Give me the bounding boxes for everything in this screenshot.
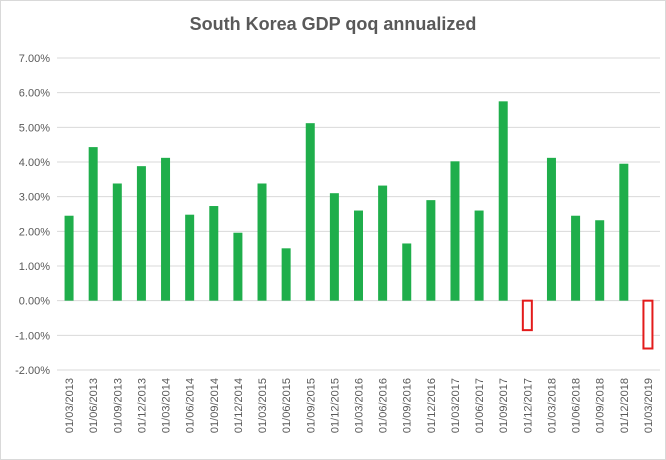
bar [233, 232, 243, 301]
bar [546, 157, 556, 301]
bar [209, 206, 219, 301]
x-tick-label: 01/06/2016 [378, 378, 390, 433]
bar [402, 243, 412, 301]
bar [305, 123, 315, 301]
x-tick-label: 01/03/2017 [450, 378, 462, 433]
bar [474, 210, 484, 301]
x-tick-label: 01/09/2013 [112, 378, 124, 433]
x-tick-label: 01/06/2013 [88, 378, 100, 433]
bars [64, 101, 654, 350]
x-tick-label: 01/03/2014 [161, 378, 173, 433]
bar [498, 101, 508, 301]
x-tick-label: 01/03/2019 [643, 378, 655, 433]
x-tick-label: 01/12/2016 [426, 378, 438, 433]
bar [88, 147, 98, 301]
x-tick-label: 01/03/2015 [257, 378, 269, 433]
bar [595, 220, 605, 301]
bar [136, 166, 146, 301]
x-tick-label: 01/12/2017 [522, 378, 534, 433]
bar [354, 210, 363, 301]
x-tick-label: 01/06/2015 [281, 378, 293, 433]
bar [329, 193, 339, 301]
bar [112, 183, 122, 301]
x-tick-label: 01/03/2018 [546, 378, 558, 433]
x-tick-label: 01/06/2018 [571, 378, 583, 433]
y-tick-label: 6.00% [19, 88, 50, 100]
y-axis-tick-labels: -2.00% -1.00% 0.00% 1.00% 2.00% 3.00% 4.00% 5.0… [15, 53, 50, 377]
bar [185, 214, 195, 301]
y-tick-label: -1.00% [15, 330, 50, 342]
x-tick-label: 01/03/2013 [64, 378, 76, 433]
bar [642, 299, 654, 350]
y-tick-label: -2.00% [15, 365, 50, 377]
x-tick-label: 01/06/2017 [474, 378, 486, 433]
bar [281, 248, 291, 301]
y-tick-label: 0.00% [19, 296, 50, 308]
bar [450, 161, 460, 301]
bar [257, 183, 267, 301]
bar [64, 215, 74, 301]
x-axis-tick-labels: 01/03/2013 01/06/2013 01/09/2013 01/12/2013… [64, 378, 655, 433]
y-tick-label: 1.00% [19, 261, 50, 273]
y-tick-label: 7.00% [19, 53, 50, 65]
x-tick-label: 01/12/2014 [233, 378, 245, 433]
x-tick-label: 01/09/2018 [595, 378, 607, 433]
x-tick-label: 01/03/2016 [354, 378, 366, 433]
bar [161, 157, 171, 301]
x-tick-label: 01/09/2015 [305, 378, 317, 433]
bar [426, 200, 436, 301]
x-tick-label: 01/09/2017 [498, 378, 510, 433]
y-tick-label: 5.00% [19, 122, 50, 134]
y-tick-label: 2.00% [19, 226, 50, 238]
x-tick-label: 01/12/2013 [136, 378, 148, 433]
y-tick-label: 3.00% [19, 192, 50, 204]
x-tick-label: 01/12/2015 [329, 378, 341, 433]
bar [378, 185, 388, 301]
bar [521, 299, 533, 332]
x-tick-label: 01/09/2014 [209, 378, 221, 433]
chart-title: South Korea GDP qoq annualized [189, 14, 477, 34]
x-tick-label: 01/09/2016 [402, 378, 414, 433]
bar [619, 163, 629, 301]
bar [571, 215, 581, 301]
y-tick-label: 4.00% [19, 157, 50, 169]
x-tick-label: 01/12/2018 [619, 378, 631, 433]
x-tick-label: 01/06/2014 [185, 378, 197, 433]
